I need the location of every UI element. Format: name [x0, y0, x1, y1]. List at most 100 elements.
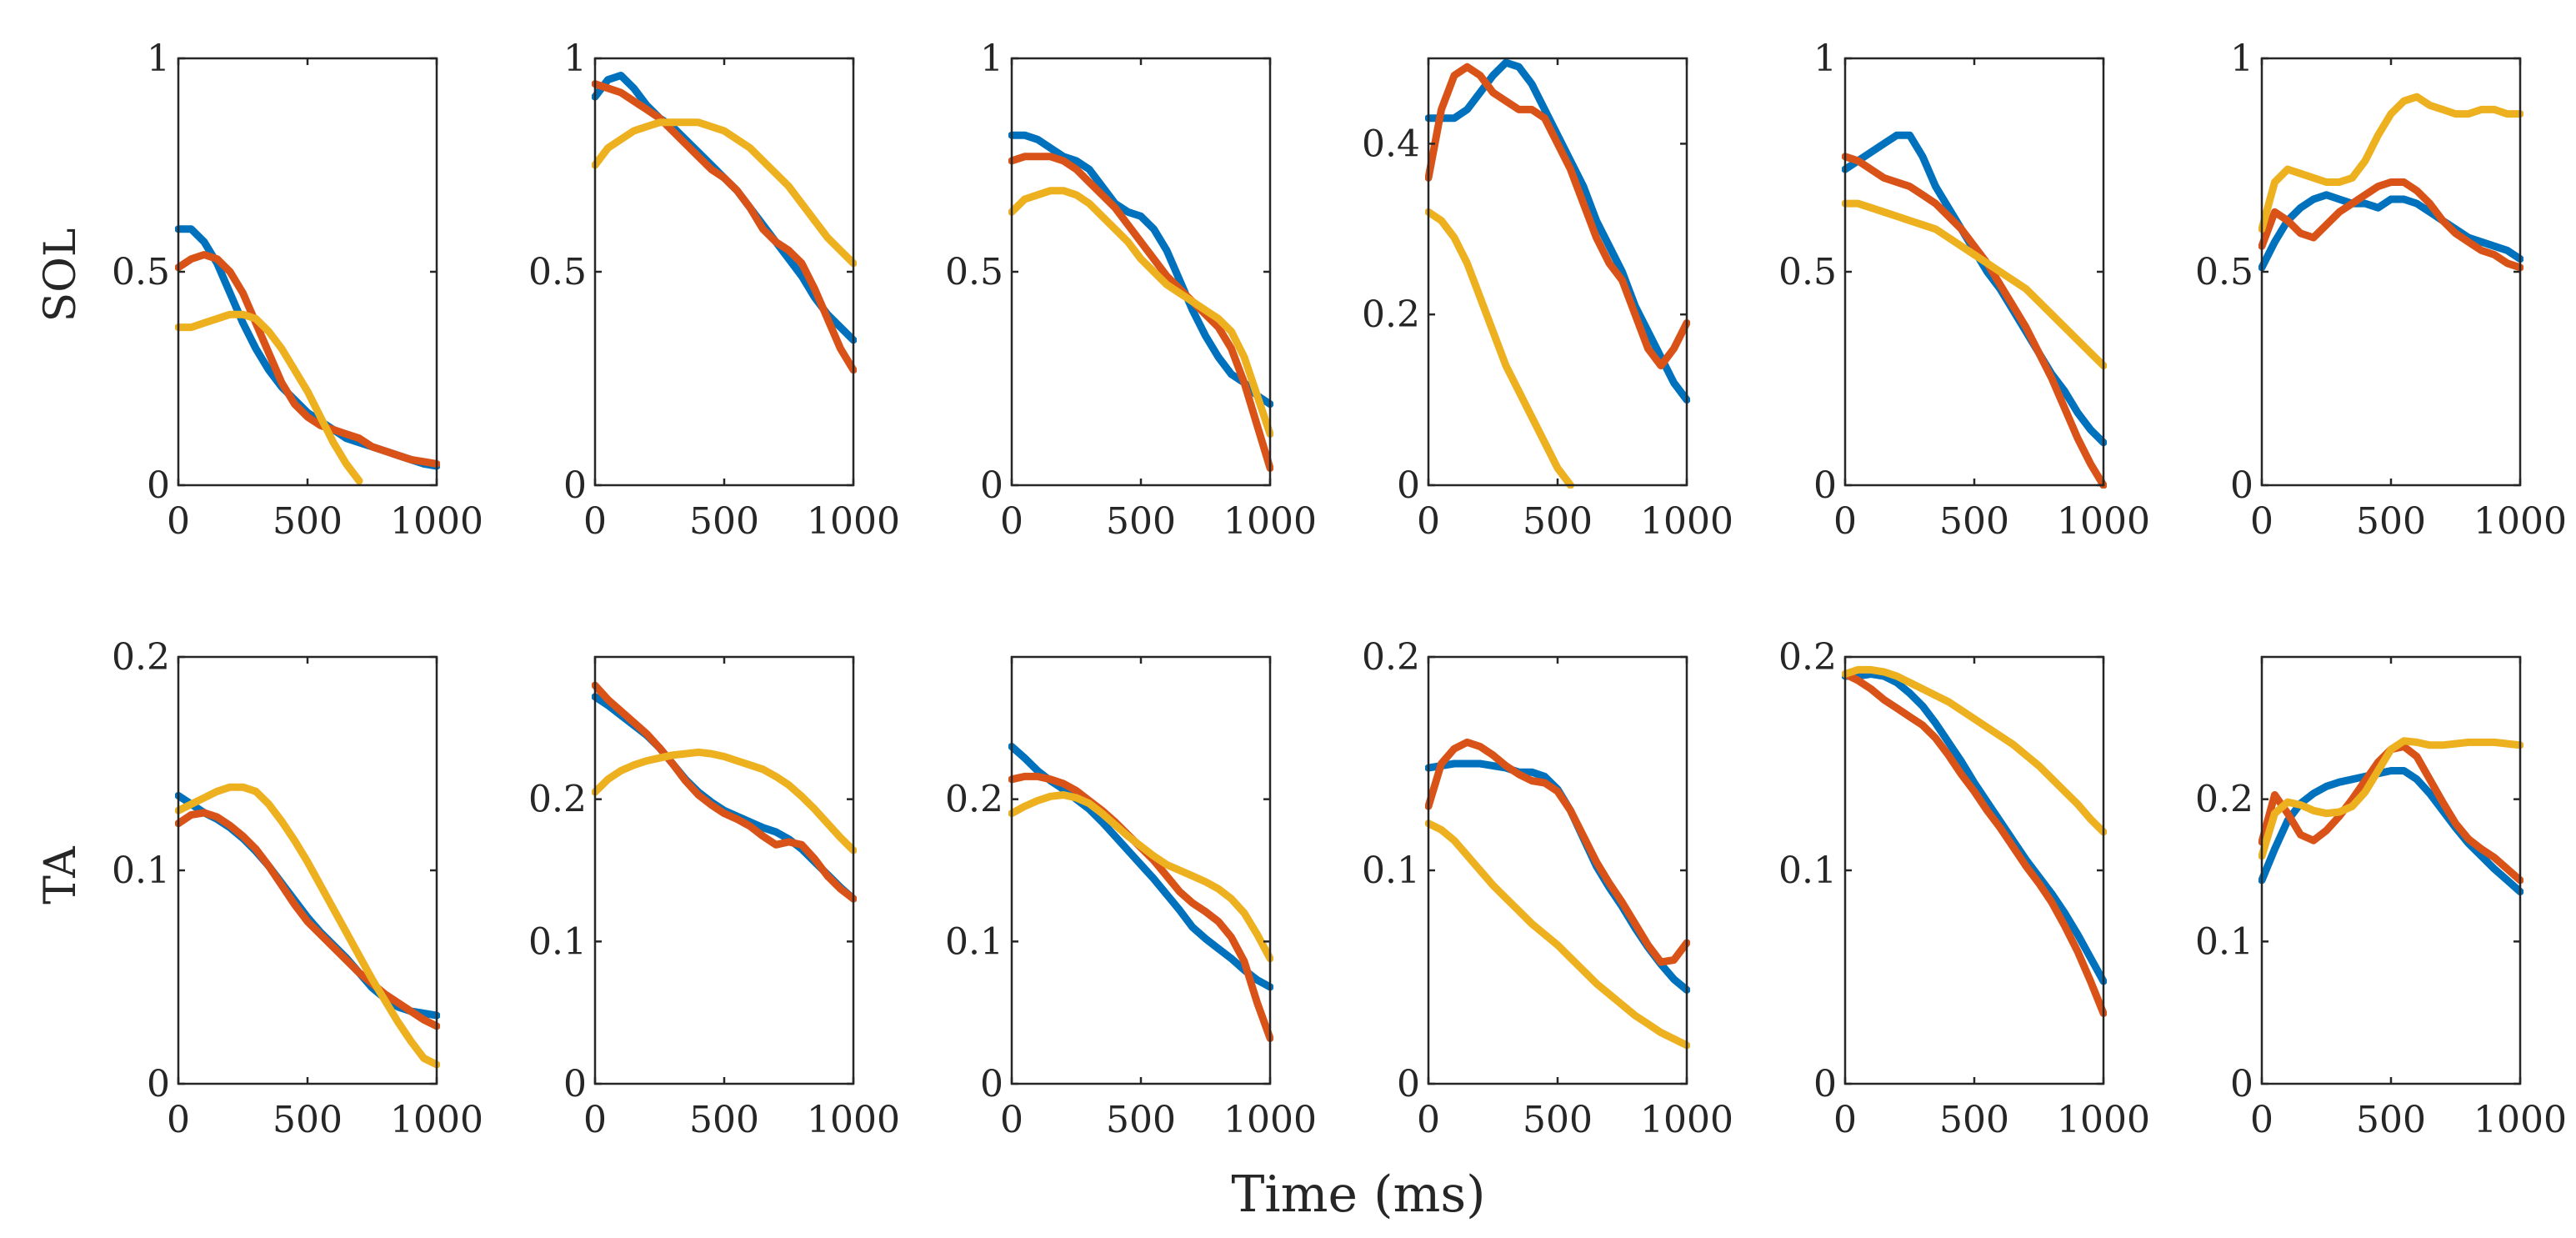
y-tick-label: 0.5: [112, 251, 170, 293]
series-line-yellow: [175, 310, 363, 485]
y-tick-label: 0: [563, 464, 587, 507]
x-tick-label: 0: [1833, 500, 1857, 543]
panels: 0 500 1000 0 0.5 1 0 500 1000 0 0.5 1 0 500 1000 0 0.5 10…: [112, 38, 2567, 1141]
series-group: [175, 225, 440, 485]
y-tick-label: 0.1: [945, 920, 1003, 963]
y-tick-label: 0.2: [528, 779, 587, 821]
x-tick-label: 0: [2250, 500, 2273, 543]
x-tick-label: 0: [2250, 1099, 2273, 1141]
series-line-red: [2258, 178, 2523, 272]
y-tick-label: 0.5: [528, 251, 587, 293]
series-line-blue: [2258, 191, 2523, 272]
series-line-red: [1425, 738, 1690, 966]
row-label-ta: TA: [36, 845, 86, 905]
x-tick-label: 500: [273, 500, 343, 543]
y-tick-label: 0.2: [945, 779, 1003, 821]
series-line-yellow: [175, 783, 440, 1069]
x-tick-label: 1000: [390, 500, 483, 543]
series-line-blue: [1842, 670, 2107, 985]
series-line-blue: [1008, 131, 1273, 408]
axes-box: [1010, 57, 1272, 487]
panel-ta-2: 0 500 1000 0 0.1 0.2: [528, 655, 900, 1141]
x-tick-label: 1000: [390, 1099, 483, 1141]
x-tick-label: 1000: [2473, 1099, 2567, 1141]
y-tick-label: 0.1: [1778, 850, 1837, 892]
x-tick-label: 500: [2356, 1099, 2426, 1141]
y-tick-label: 0.2: [1362, 293, 1420, 336]
series-line-red: [175, 251, 440, 468]
series-group: [1842, 665, 2107, 1017]
series-line-yellow: [1425, 208, 1574, 489]
panel-sol-6: 0 500 1000 0 0.5 1: [2195, 38, 2567, 543]
y-tick-label: 0.5: [2195, 251, 2253, 293]
y-tick-label: 0.1: [1362, 850, 1420, 892]
panel-sol-4: 0 500 1000 0 0.2 0.4: [1362, 57, 1733, 543]
panel-ta-6: 0 500 1000 0 0.1 0.2: [2195, 655, 2567, 1141]
x-tick-label: 1000: [807, 500, 900, 543]
x-tick-label: 0: [1833, 1099, 1857, 1141]
series-line-red: [1842, 670, 2107, 1017]
x-tick-label: 1000: [2473, 500, 2567, 543]
axes-box: [1843, 57, 2105, 487]
panel-sol-5: 0 500 1000 0 0.5 1: [1778, 38, 2150, 543]
y-tick-label: 1: [1813, 38, 1837, 80]
panel-ta-5: 0 500 1000 0 0.1 0.2: [1778, 636, 2150, 1141]
series-line-yellow: [1842, 199, 2107, 370]
x-tick-label: 500: [1106, 1099, 1176, 1141]
x-tick-label: 0: [1000, 500, 1023, 543]
series-line-red: [1425, 63, 1690, 370]
x-tick-label: 500: [1106, 500, 1176, 543]
series-line-red: [592, 681, 857, 903]
y-tick-label: 0: [1813, 1063, 1837, 1105]
x-tick-label: 0: [1000, 1099, 1023, 1141]
axes-box: [2260, 655, 2522, 1085]
x-tick-label: 0: [167, 500, 190, 543]
y-tick-label: 1: [147, 38, 170, 80]
y-tick-label: 0.2: [1778, 636, 1837, 679]
y-tick-label: 0: [1397, 1063, 1420, 1105]
series-line-yellow: [1842, 665, 2107, 836]
series-line-blue: [2258, 767, 2523, 896]
axes-box: [593, 57, 855, 487]
x-tick-label: 1000: [1640, 500, 1733, 543]
series-group: [1425, 738, 1690, 1050]
panel-ta-3: 0 500 1000 0 0.1 0.2: [945, 655, 1317, 1141]
y-tick-label: 0: [980, 464, 1003, 507]
x-tick-label: 1000: [1223, 1099, 1317, 1141]
series-group: [1842, 131, 2107, 489]
x-tick-label: 0: [583, 1099, 607, 1141]
y-tick-label: 0: [147, 464, 170, 507]
axes-box: [1010, 655, 1272, 1085]
series-line-red: [1842, 153, 2107, 489]
series-group: [592, 681, 857, 903]
x-tick-label: 500: [689, 500, 759, 543]
x-tick-label: 0: [1417, 500, 1440, 543]
series-group: [2258, 737, 2523, 896]
x-tick-label: 1000: [1640, 1099, 1733, 1141]
x-tick-label: 500: [273, 1099, 343, 1141]
series-line-yellow: [592, 748, 857, 855]
series-group: [175, 783, 440, 1069]
series-group: [2258, 93, 2523, 272]
series-line-yellow: [2258, 737, 2523, 860]
y-tick-label: 0.2: [1362, 636, 1420, 679]
series-line-red: [1008, 153, 1273, 472]
series-group: [1008, 743, 1273, 1042]
x-axis-title: Time (ms): [1231, 1165, 1485, 1224]
y-tick-label: 0: [980, 1063, 1003, 1105]
axes-box: [2260, 57, 2522, 487]
y-tick-label: 0: [2230, 464, 2253, 507]
y-tick-label: 0.2: [112, 636, 170, 679]
row-label-sol: SOL: [36, 228, 86, 323]
series-line-red: [592, 80, 857, 374]
x-tick-label: 500: [689, 1099, 759, 1141]
panel-ta-1: 0 500 1000 0 0.1 0.2: [112, 636, 483, 1141]
series-group: [1008, 131, 1273, 472]
series-line-red: [1008, 772, 1273, 1042]
series-group: [1425, 58, 1690, 489]
y-tick-label: 0.5: [1778, 251, 1837, 293]
x-tick-label: 1000: [2057, 500, 2150, 543]
y-tick-label: 0: [147, 1063, 170, 1105]
y-tick-label: 0.1: [112, 850, 170, 892]
